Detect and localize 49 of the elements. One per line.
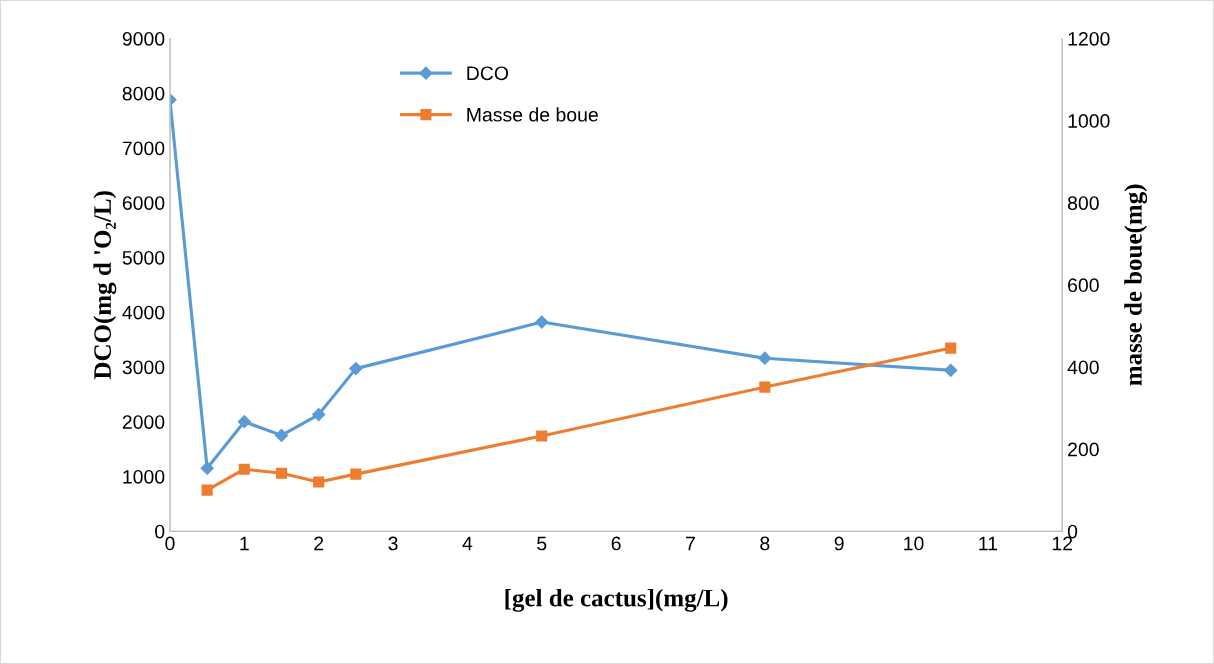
y-tick-label: 0: [155, 524, 165, 539]
x-tick-label: 4: [462, 536, 473, 551]
x-tick-label: 2: [314, 536, 324, 551]
point: [312, 408, 326, 422]
y-tick-label: 9000: [122, 31, 165, 46]
point: [275, 467, 288, 479]
y2-tick-label: 400: [1067, 360, 1099, 375]
point: [237, 415, 251, 429]
y2-tick-label: 800: [1067, 196, 1099, 210]
y-tick-label: 1000: [123, 469, 165, 484]
x-tick-label: 11: [979, 536, 998, 551]
point: [758, 351, 772, 365]
x-tick-label: 8: [760, 536, 770, 551]
point: [274, 428, 289, 442]
legend-label: Masse de boue: [467, 107, 598, 122]
point: [238, 463, 250, 475]
x-tick-label: 0: [165, 536, 175, 551]
x-tick-label: 1: [240, 536, 249, 551]
y2-tick-label: 1000: [1068, 114, 1110, 128]
point: [535, 315, 549, 329]
point: [759, 381, 771, 393]
x-tick-label: 6: [611, 536, 621, 551]
x-tick-label: 9: [834, 536, 844, 551]
y2-tick-label: 200: [1068, 442, 1099, 457]
point: [349, 362, 363, 376]
y-tick-label: 6000: [122, 196, 165, 210]
point: [313, 476, 325, 488]
y-axis-title: DCO(mg d 'O₂/L): [93, 191, 117, 380]
x-tick-label: 7: [686, 536, 695, 551]
y-tick-label: 2000: [122, 415, 165, 429]
y2-tick-label: 1200: [1068, 31, 1110, 46]
point: [200, 461, 214, 475]
y-tick-label: 8000: [122, 86, 165, 101]
point: [350, 468, 362, 480]
point: [945, 342, 957, 354]
point: [536, 430, 548, 442]
y-tick-label: 4000: [122, 305, 165, 320]
x-tick-label: 10: [904, 536, 924, 551]
y-tick-label: 3000: [122, 360, 165, 375]
point: [201, 484, 213, 496]
point: [944, 363, 958, 377]
x-tick-label: 5: [537, 536, 547, 551]
y2-axis-title: masse de boue(mg): [1124, 184, 1148, 386]
y-tick-label: 5000: [122, 250, 165, 265]
x-axis-title: [gel de cactus](mg/L): [505, 588, 728, 612]
x-tick-label: 3: [388, 536, 398, 551]
legend-label: DCO: [467, 66, 509, 81]
y-tick-label: 7000: [122, 141, 165, 156]
y2-tick-label: 600: [1068, 278, 1099, 293]
